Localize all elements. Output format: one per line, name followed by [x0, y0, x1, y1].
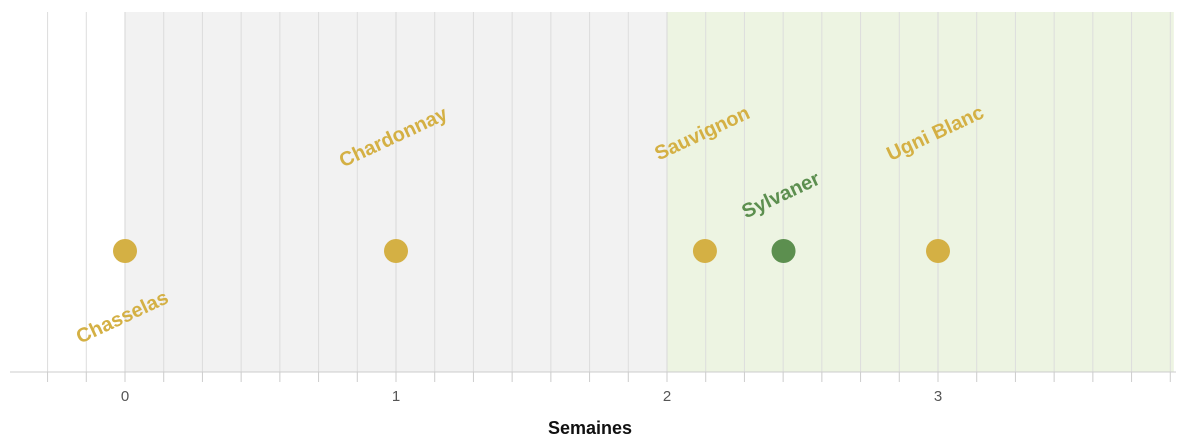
points-layer — [113, 239, 950, 263]
x-tick-label: 0 — [121, 388, 129, 405]
x-axis-title: Semaines — [548, 418, 632, 437]
axis-layer: 0 1 2 3 — [10, 371, 1176, 405]
x-tick-label: 1 — [392, 388, 400, 405]
x-tick-label: 3 — [934, 388, 942, 405]
point-chasselas — [113, 239, 137, 263]
point-chardonnay — [384, 239, 408, 263]
grid-layer — [47, 12, 1171, 372]
x-tick-label: 2 — [663, 388, 671, 405]
bands-layer — [125, 12, 1174, 372]
point-sylvaner — [771, 239, 796, 263]
band-1 — [667, 12, 1174, 372]
point-ugni-blanc — [926, 239, 950, 263]
point-sauvignon — [692, 239, 717, 263]
